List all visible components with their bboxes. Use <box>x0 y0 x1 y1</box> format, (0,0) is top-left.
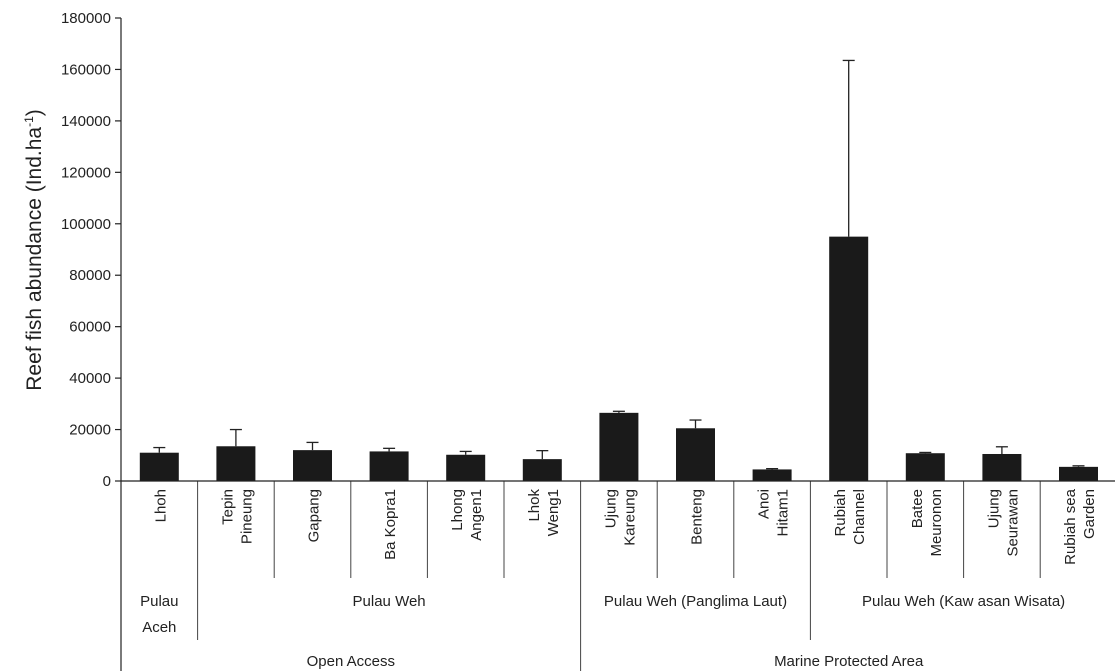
error-bar <box>306 441 319 451</box>
error-bar <box>536 449 549 460</box>
error-bar <box>842 59 855 237</box>
y-tick-label: 20000 <box>69 422 111 439</box>
category-label: Angen1 <box>468 489 485 541</box>
category-label: Tepin <box>219 489 236 525</box>
error-bars <box>153 59 1085 470</box>
y-tick-label: 180000 <box>61 10 111 27</box>
y-tick-label: 100000 <box>61 216 111 233</box>
y-tick-label: 140000 <box>61 113 111 130</box>
error-bar <box>459 450 472 455</box>
category-label: Channel <box>851 489 868 545</box>
bar <box>369 451 409 481</box>
y-axis-label-sup: -1 <box>22 116 36 127</box>
category-label: Rubiah sea <box>1062 488 1079 565</box>
category-label: Garden <box>1081 489 1098 539</box>
group-level1-label: Pulau <box>140 593 178 610</box>
bar <box>599 412 639 481</box>
error-bar <box>689 419 702 429</box>
category-label: Ujung <box>602 489 619 528</box>
category-label: Batee <box>909 489 926 528</box>
category-label: Benteng <box>689 489 706 545</box>
category-label: Anoi <box>756 489 773 519</box>
category-label: Gapang <box>306 489 323 542</box>
bar <box>1059 466 1098 481</box>
y-axis-label-end: ) <box>23 109 46 116</box>
category-label: Meuronon <box>928 489 945 557</box>
bar <box>829 236 869 481</box>
category-label: Seurawan <box>1004 489 1021 557</box>
y-axis-label-main: Reef fish abundance (Ind.ha <box>23 127 46 391</box>
bar <box>216 446 256 481</box>
group-level1-label: Pulau Weh <box>353 593 426 610</box>
bars <box>139 236 1098 481</box>
y-axis-ticks: 0 20000 40000 60000 80000 100000 120000 140000 1… <box>61 10 121 490</box>
group-level1-label: Pulau Weh (Panglima Laut) <box>604 593 787 610</box>
y-tick-label: 80000 <box>69 267 111 284</box>
category-label: Lhoh <box>152 489 169 522</box>
group-level2-label: Open Access <box>307 653 395 670</box>
error-bar <box>766 468 779 470</box>
error-bar <box>919 451 932 454</box>
error-bar <box>995 446 1008 454</box>
group-labels: Pulau Aceh Pulau Weh Pulau Weh (Panglima La… <box>140 578 1065 671</box>
group-level1-label: Aceh <box>142 619 176 636</box>
bar <box>982 453 1022 481</box>
category-labels: Lhoh Tepin Pineung Gapang Ba Kopra1 Lhong Ange… <box>152 481 1098 578</box>
category-label: Hitam1 <box>775 489 792 537</box>
group-level2-label: Marine Protected Area <box>774 653 924 670</box>
category-label: Ba Kopra1 <box>382 489 399 560</box>
category-label: Ujung <box>985 489 1002 528</box>
error-bar <box>229 428 242 447</box>
category-label: Lhok <box>526 489 543 522</box>
category-label: Rubiah <box>832 489 849 537</box>
bar <box>522 459 562 481</box>
error-bar <box>153 446 166 453</box>
bar <box>676 428 715 481</box>
y-tick-label: 120000 <box>61 164 111 181</box>
bar <box>139 452 179 481</box>
y-axis-label: Reef fish abundance (Ind.ha-1) <box>22 109 46 391</box>
bar <box>446 454 486 481</box>
category-label: Weng1 <box>545 489 562 536</box>
error-bar <box>612 410 625 413</box>
bar <box>752 469 792 481</box>
y-tick-label: 60000 <box>69 319 111 336</box>
category-label: Pineung <box>238 489 255 544</box>
category-label: Lhong <box>449 489 466 531</box>
group-level1-label: Pulau Weh (Kaw asan Wisata) <box>862 593 1065 610</box>
category-label: Kareung <box>621 489 638 546</box>
bar <box>905 453 945 481</box>
y-tick-label: 40000 <box>69 370 111 387</box>
bar <box>293 450 332 481</box>
error-bar <box>1072 465 1085 467</box>
error-bar <box>383 447 396 452</box>
y-tick-label: 160000 <box>61 61 111 78</box>
y-tick-label: 0 <box>103 473 111 490</box>
